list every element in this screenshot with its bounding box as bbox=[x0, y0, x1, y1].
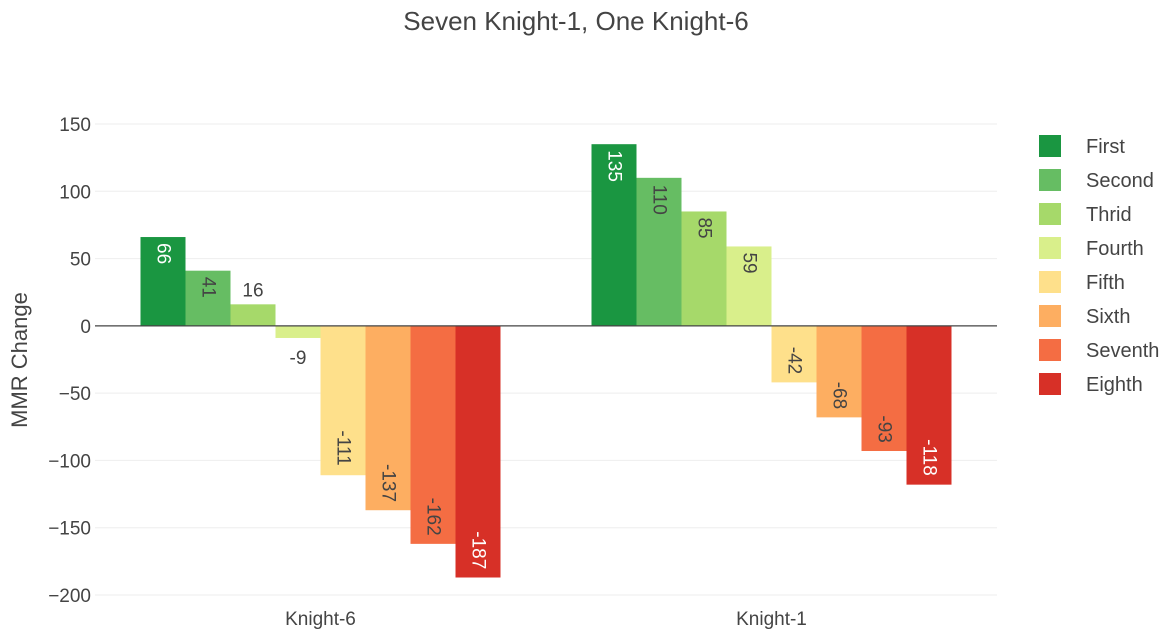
data-label: -68 bbox=[829, 382, 850, 409]
bar bbox=[636, 177, 682, 326]
data-label: 66 bbox=[152, 243, 173, 264]
data-label: 16 bbox=[242, 280, 263, 301]
bars bbox=[140, 144, 952, 578]
y-tick-label: −50 bbox=[59, 384, 91, 405]
y-tick-label: 100 bbox=[59, 182, 91, 203]
grid bbox=[95, 123, 997, 596]
bar bbox=[410, 325, 456, 544]
y-tick-label: −100 bbox=[48, 451, 91, 472]
bar bbox=[365, 325, 411, 511]
legend-swatch bbox=[1039, 271, 1061, 293]
legend-swatch bbox=[1039, 203, 1061, 225]
legend-swatch bbox=[1039, 339, 1061, 361]
data-label: 135 bbox=[604, 150, 625, 182]
legend-label: Second bbox=[1086, 170, 1154, 192]
bar bbox=[861, 325, 907, 452]
legend-swatch bbox=[1039, 135, 1061, 157]
bar bbox=[816, 325, 862, 418]
data-label: -42 bbox=[784, 347, 805, 374]
y-tick-label: 0 bbox=[80, 317, 91, 338]
x-tick-label: Knight-1 bbox=[736, 609, 807, 630]
legend-label: Sixth bbox=[1086, 306, 1130, 328]
bar bbox=[185, 270, 231, 326]
bar-labels: 66 41 16 -9 -111 -137 -162 -187 135 110 85 59 -42 -68… bbox=[152, 150, 939, 569]
legend-swatch bbox=[1039, 305, 1061, 327]
data-label: -137 bbox=[378, 464, 399, 502]
data-label: 110 bbox=[649, 185, 670, 215]
data-label: -93 bbox=[874, 415, 895, 442]
bar bbox=[726, 246, 772, 326]
legend-swatch bbox=[1039, 237, 1061, 259]
bar bbox=[681, 211, 727, 326]
axes: 150 100 50 0 −50 −100 −150 −200 Knight-6 Knight-1 bbox=[48, 115, 997, 630]
bar bbox=[230, 304, 276, 326]
y-tick-label: 150 bbox=[59, 115, 91, 136]
data-label: 41 bbox=[198, 277, 219, 298]
bar bbox=[771, 325, 817, 383]
data-label: -111 bbox=[333, 430, 354, 465]
legend-label: Fifth bbox=[1086, 272, 1125, 294]
legend-swatch bbox=[1039, 373, 1061, 395]
y-tick-label: −150 bbox=[48, 519, 91, 540]
y-tick-label: 50 bbox=[70, 250, 91, 271]
data-label: -162 bbox=[423, 498, 444, 536]
legend-label: Seventh bbox=[1086, 340, 1159, 362]
bar bbox=[906, 325, 952, 485]
y-axis-title: MMR Change bbox=[7, 292, 32, 428]
data-label: -9 bbox=[290, 348, 307, 369]
data-label: 85 bbox=[694, 218, 715, 239]
bar bbox=[320, 325, 366, 476]
x-tick-label: Knight-6 bbox=[285, 609, 356, 630]
bar bbox=[140, 237, 186, 326]
data-label: 59 bbox=[739, 252, 760, 273]
legend-label: First bbox=[1086, 136, 1125, 158]
data-label: -187 bbox=[468, 531, 489, 569]
legend-label: Fourth bbox=[1086, 238, 1144, 260]
chart-title: Seven Knight-1, One Knight-6 bbox=[403, 6, 748, 36]
y-tick-label: −200 bbox=[48, 586, 91, 607]
bar bbox=[275, 325, 321, 338]
data-label: -118 bbox=[919, 439, 940, 476]
legend-label: Eighth bbox=[1086, 374, 1143, 396]
legend-swatch bbox=[1039, 169, 1061, 191]
bar bbox=[455, 325, 501, 578]
legend: First Second Thrid Fourth Fifth Sixth Seventh E… bbox=[1039, 135, 1159, 396]
bar bbox=[591, 144, 637, 326]
legend-label: Thrid bbox=[1086, 204, 1132, 226]
